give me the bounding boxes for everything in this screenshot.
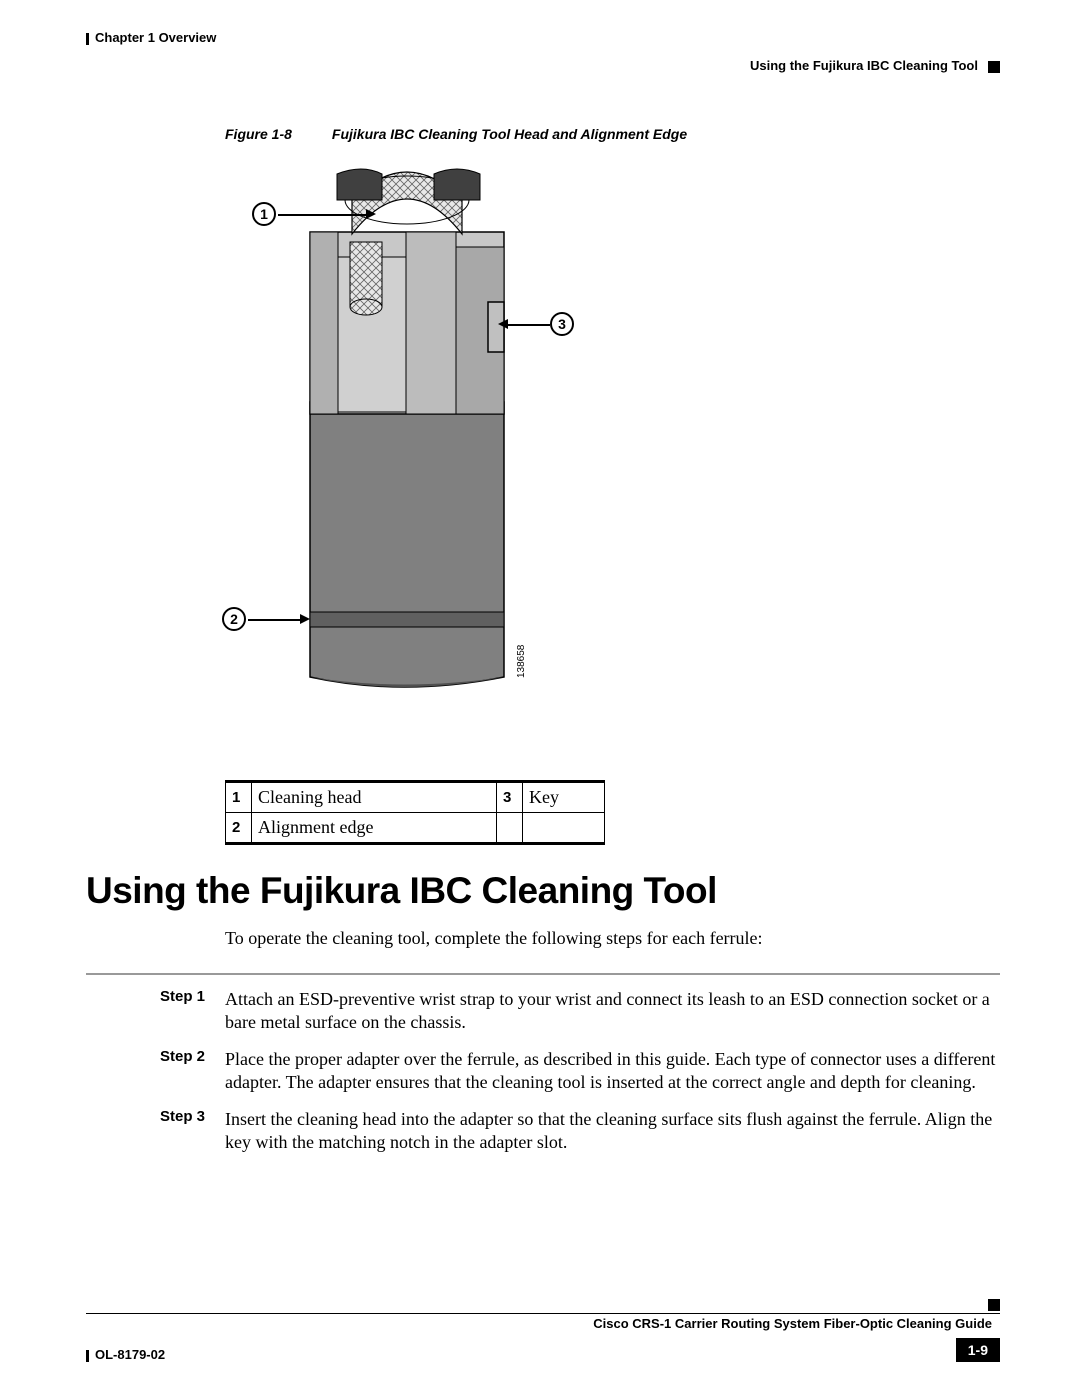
step-label: Step 3	[160, 1108, 225, 1154]
section-heading: Using the Fujikura IBC Cleaning Tool	[86, 870, 717, 912]
footer-marker	[988, 1299, 1000, 1311]
list-item: Step 1 Attach an ESD-preventive wrist st…	[160, 988, 1000, 1034]
header-section: Using the Fujikura IBC Cleaning Tool	[750, 58, 1000, 73]
callout-1: 1	[252, 202, 276, 226]
section-intro: To operate the cleaning tool, complete t…	[225, 928, 763, 949]
list-item: Step 3 Insert the cleaning head into the…	[160, 1108, 1000, 1154]
page-number: 1-9	[956, 1338, 1000, 1362]
figure-diagram: 1 2 3 138658	[252, 152, 572, 702]
step-label: Step 1	[160, 988, 225, 1034]
steps-divider	[86, 973, 1000, 975]
footer-doc-id: OL-8179-02	[86, 1347, 165, 1362]
step-text: Attach an ESD-preventive wrist strap to …	[225, 988, 1000, 1034]
figure-image-id: 138658	[516, 645, 527, 678]
step-text: Place the proper adapter over the ferrul…	[225, 1048, 1000, 1094]
step-text: Insert the cleaning head into the adapte…	[225, 1108, 1000, 1154]
callout-3: 3	[550, 312, 574, 336]
footer-book-title: Cisco CRS-1 Carrier Routing System Fiber…	[593, 1312, 992, 1331]
header-chapter: Chapter 1 Overview	[86, 30, 216, 45]
table-row: 2 Alignment edge	[226, 813, 605, 844]
callout-2: 2	[222, 607, 246, 631]
figure-caption: Figure 1-8Fujikura IBC Cleaning Tool Hea…	[225, 126, 687, 142]
figure-legend-table: 1 Cleaning head 3 Key 2 Alignment edge	[225, 780, 605, 845]
step-label: Step 2	[160, 1048, 225, 1094]
table-row: 1 Cleaning head 3 Key	[226, 782, 605, 813]
steps-list: Step 1 Attach an ESD-preventive wrist st…	[160, 988, 1000, 1168]
list-item: Step 2 Place the proper adapter over the…	[160, 1048, 1000, 1094]
